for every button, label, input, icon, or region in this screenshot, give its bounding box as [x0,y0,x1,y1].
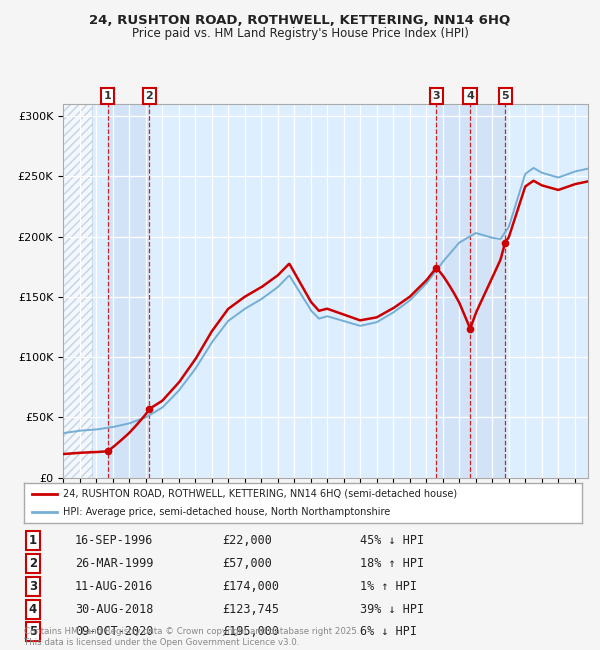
Text: £123,745: £123,745 [222,603,279,616]
Text: 4: 4 [466,91,474,101]
Text: 3: 3 [433,91,440,101]
Text: Contains HM Land Registry data © Crown copyright and database right 2025.
This d: Contains HM Land Registry data © Crown c… [24,627,359,647]
Text: 5: 5 [502,91,509,101]
Text: £22,000: £22,000 [222,534,272,547]
Text: 6% ↓ HPI: 6% ↓ HPI [360,625,417,638]
Text: HPI: Average price, semi-detached house, North Northamptonshire: HPI: Average price, semi-detached house,… [63,508,391,517]
Text: 11-AUG-2016: 11-AUG-2016 [75,580,154,593]
Text: 4: 4 [29,603,37,616]
Text: 26-MAR-1999: 26-MAR-1999 [75,557,154,570]
Text: 39% ↓ HPI: 39% ↓ HPI [360,603,424,616]
Text: 45% ↓ HPI: 45% ↓ HPI [360,534,424,547]
Text: £195,000: £195,000 [222,625,279,638]
Text: £57,000: £57,000 [222,557,272,570]
Text: 1% ↑ HPI: 1% ↑ HPI [360,580,417,593]
Text: Price paid vs. HM Land Registry's House Price Index (HPI): Price paid vs. HM Land Registry's House … [131,27,469,40]
Text: 24, RUSHTON ROAD, ROTHWELL, KETTERING, NN14 6HQ (semi-detached house): 24, RUSHTON ROAD, ROTHWELL, KETTERING, N… [63,489,457,499]
Text: 16-SEP-1996: 16-SEP-1996 [75,534,154,547]
Text: £174,000: £174,000 [222,580,279,593]
Bar [63,104,92,478]
Text: 30-AUG-2018: 30-AUG-2018 [75,603,154,616]
Text: 1: 1 [29,534,37,547]
Text: 5: 5 [29,625,37,638]
Text: 1: 1 [104,91,112,101]
Text: 2: 2 [145,91,153,101]
Bar [108,104,149,478]
Text: 2: 2 [29,557,37,570]
Text: 3: 3 [29,580,37,593]
Text: 09-OCT-2020: 09-OCT-2020 [75,625,154,638]
Bar [436,104,505,478]
Text: 24, RUSHTON ROAD, ROTHWELL, KETTERING, NN14 6HQ: 24, RUSHTON ROAD, ROTHWELL, KETTERING, N… [89,14,511,27]
Text: 18% ↑ HPI: 18% ↑ HPI [360,557,424,570]
